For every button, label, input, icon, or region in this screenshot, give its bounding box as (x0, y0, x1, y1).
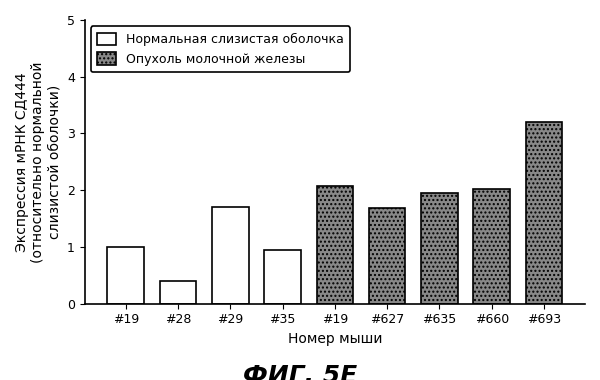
Bar (526, 122, 562, 304)
Bar (473, 188, 510, 304)
Text: ФИГ. 5E: ФИГ. 5E (243, 364, 357, 380)
Legend: Нормальная слизистая оболочка, Опухоль молочной железы: Нормальная слизистая оболочка, Опухоль м… (91, 26, 350, 72)
Bar (369, 208, 406, 304)
Bar (264, 250, 301, 304)
Bar (421, 193, 458, 304)
X-axis label: Номер мыши: Номер мыши (287, 332, 382, 346)
Bar (107, 247, 144, 304)
Y-axis label: Экспрессия мРНК СД444
(относительно нормальной
слизистой оболочки): Экспрессия мРНК СД444 (относительно норм… (15, 61, 61, 263)
Bar (212, 207, 248, 304)
Bar (317, 186, 353, 304)
Bar (160, 281, 196, 304)
